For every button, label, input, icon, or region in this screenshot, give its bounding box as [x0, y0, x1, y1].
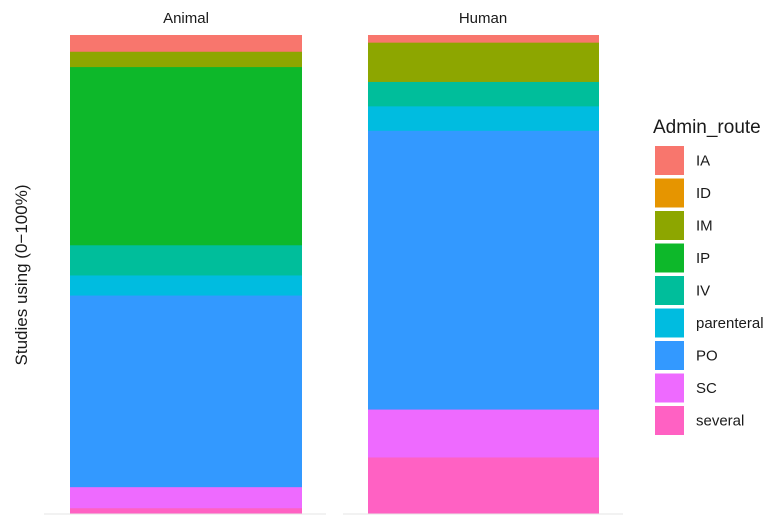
legend-label-parenteral: parenteral: [696, 315, 764, 332]
bar-segment-animal-po: [70, 295, 302, 488]
legend-label-iv: IV: [696, 283, 710, 300]
legend-swatch-sc: [655, 373, 684, 403]
legend: Admin_route IA ID IM IP IV parenteral PO SC seve…: [653, 117, 764, 435]
panel-human-bars: [368, 35, 599, 515]
legend-label-ia: IA: [696, 153, 710, 170]
y-axis-label: Studies using (0−100%): [12, 185, 31, 366]
panel-title-animal: Animal: [163, 10, 209, 27]
bar-segment-animal-parenteral: [70, 275, 302, 297]
legend-swatch-id: [655, 178, 684, 208]
legend-label-sc: SC: [696, 380, 717, 397]
bar-segment-animal-sc: [70, 487, 302, 509]
panel-title-human: Human: [459, 10, 507, 27]
legend-label-im: IM: [696, 218, 713, 235]
legend-swatch-iv: [655, 276, 684, 305]
bar-segment-human-sc: [368, 409, 599, 458]
panel-animal: Animal: [44, 10, 326, 515]
bar-segment-animal-iv: [70, 245, 302, 276]
bar-segment-human-im: [368, 42, 599, 83]
bar-segment-animal-im: [70, 51, 302, 68]
bar-segment-animal-ip: [70, 67, 302, 246]
legend-swatch-im: [655, 211, 684, 240]
panel-human: Human: [343, 10, 623, 515]
legend-label-id: ID: [696, 185, 711, 202]
legend-swatch-po: [655, 341, 684, 370]
legend-label-several: several: [696, 413, 744, 430]
bar-segment-animal-several: [70, 508, 302, 515]
legend-swatch-parenteral: [655, 308, 684, 338]
bar-segment-human-ia: [368, 35, 599, 44]
legend-swatch-ip: [655, 243, 684, 273]
bar-segment-animal-ia: [70, 35, 302, 53]
legend-items: IA ID IM IP IV parenteral PO SC several: [655, 146, 764, 435]
legend-label-po: PO: [696, 348, 718, 365]
legend-label-ip: IP: [696, 250, 710, 267]
legend-swatch-ia: [655, 146, 684, 175]
bar-segment-human-parenteral: [368, 106, 599, 132]
bar-segment-human-po: [368, 130, 599, 411]
bar-segment-human-several: [368, 457, 599, 515]
panel-animal-bars: [70, 35, 302, 515]
legend-swatch-several: [655, 406, 684, 435]
bar-segment-human-iv: [368, 81, 599, 107]
legend-title: Admin_route: [653, 117, 761, 138]
